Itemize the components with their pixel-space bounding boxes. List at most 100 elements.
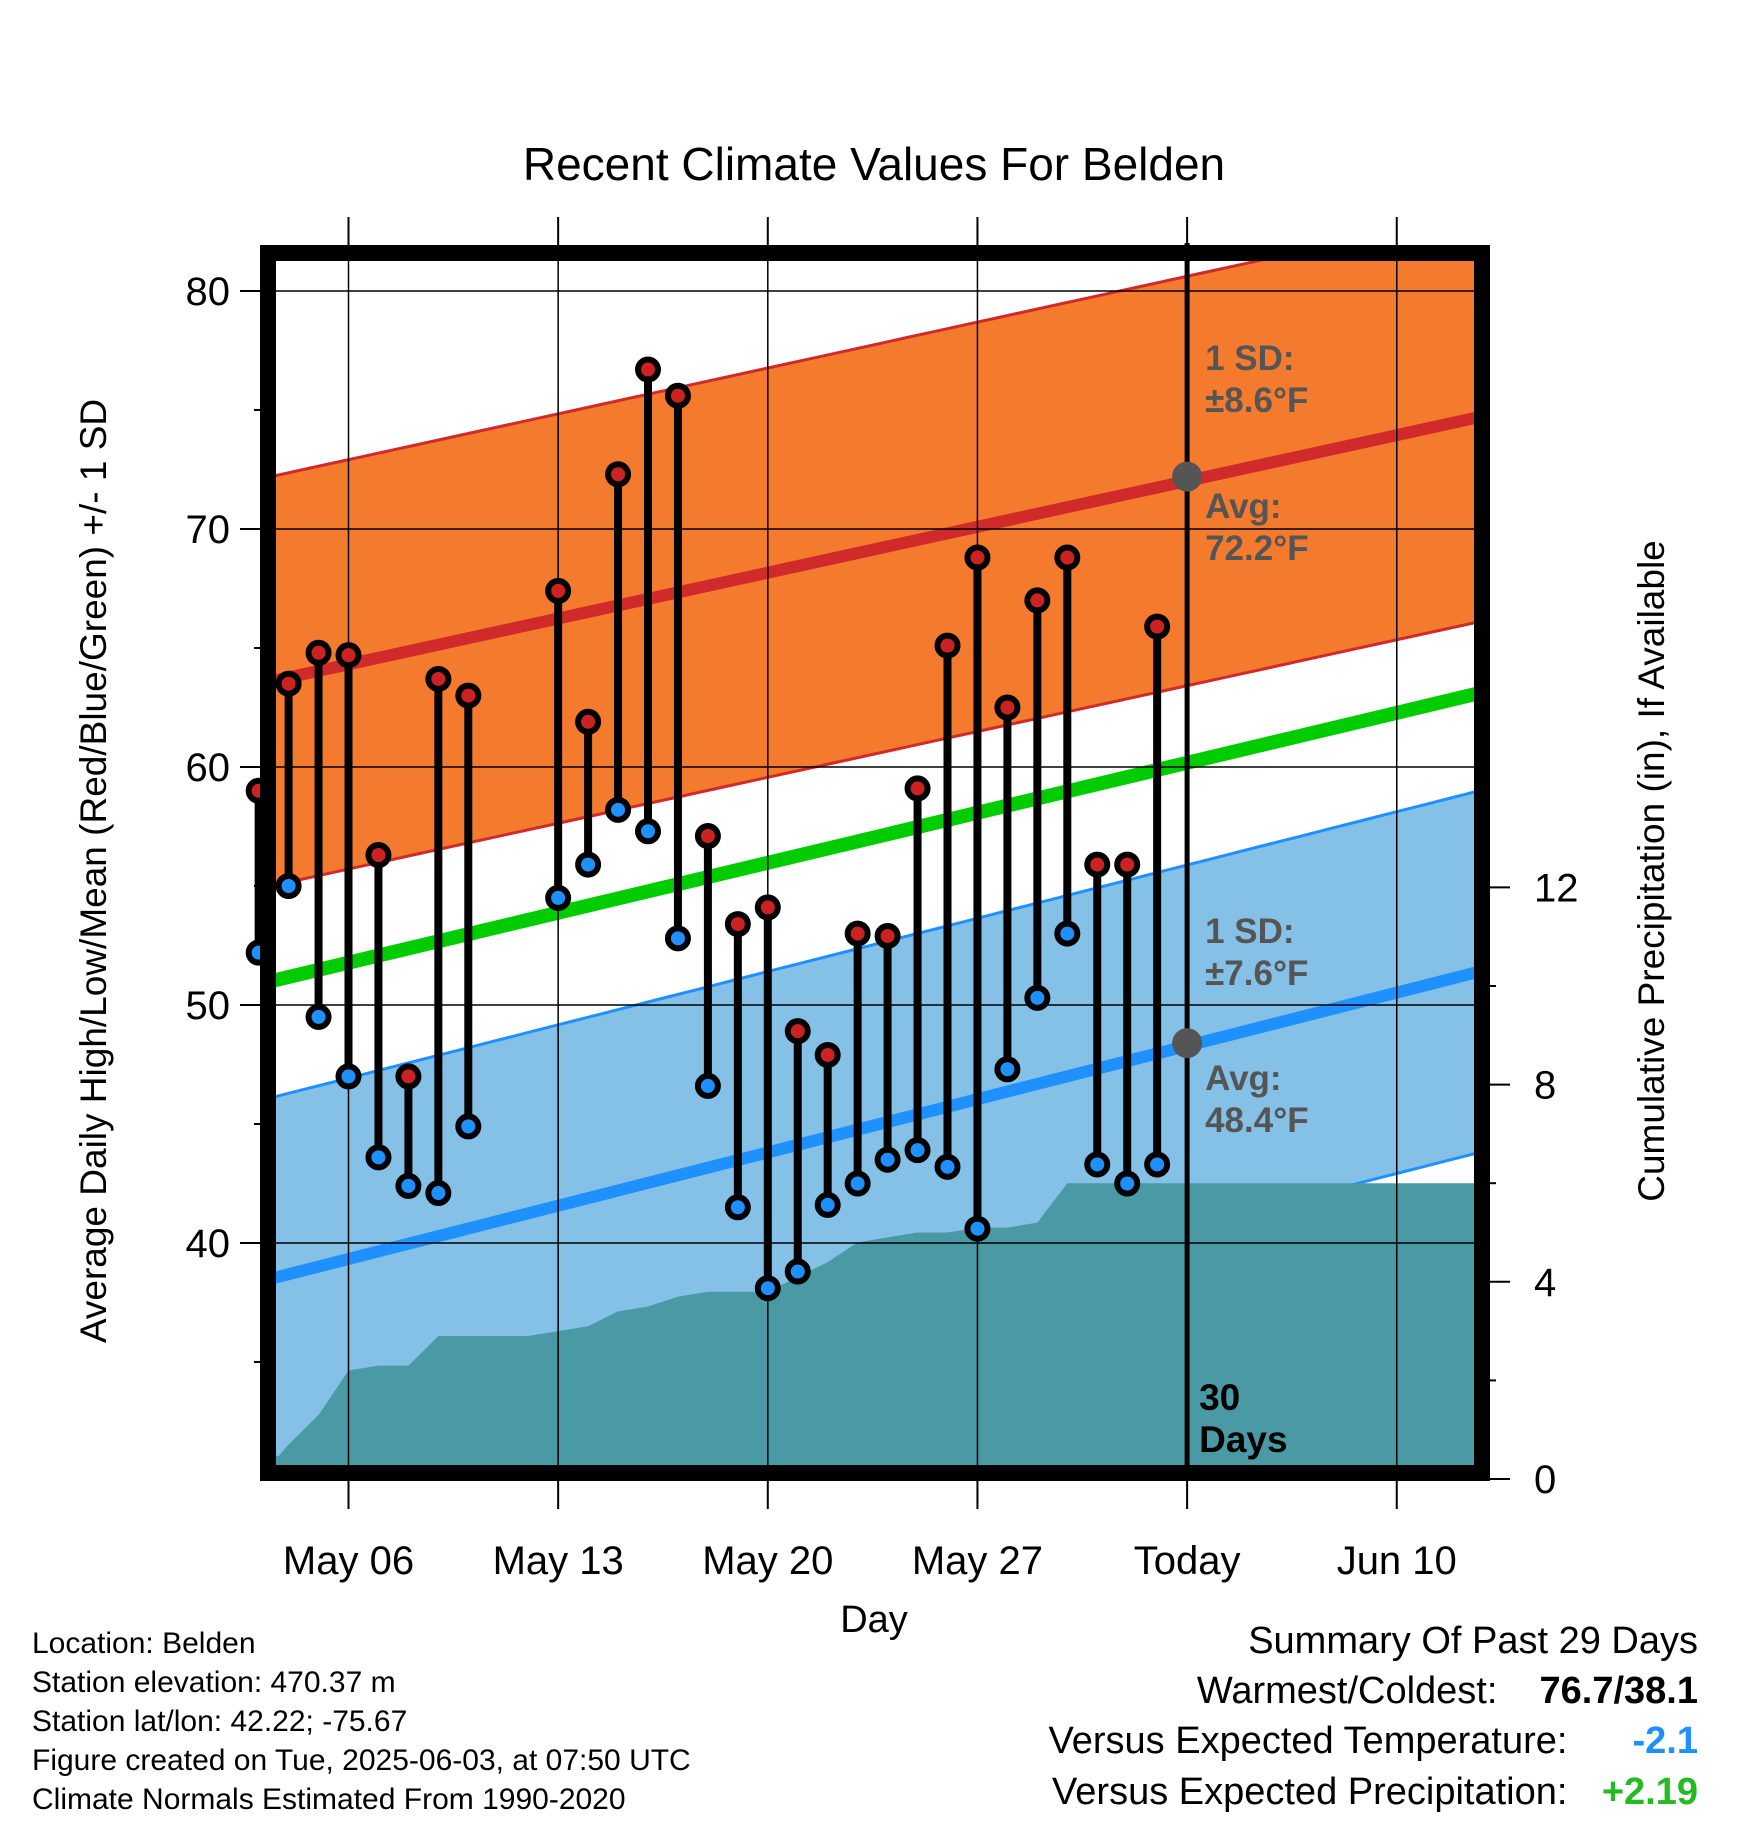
y2-tick-label: 12 — [1534, 866, 1579, 910]
daily-low-point — [545, 884, 572, 911]
daily-high-point — [964, 544, 991, 571]
low-avg-label: Avg: — [1205, 1059, 1281, 1098]
high-sd-value: ±8.6°F — [1205, 381, 1308, 420]
daily-low-point — [904, 1137, 931, 1164]
high-sd-label: 1 SD: — [1205, 339, 1294, 378]
x-tick-label: May 06 — [283, 1539, 414, 1583]
daily-high-point — [814, 1041, 841, 1068]
daily-low-point — [994, 1056, 1021, 1083]
y2-tick-label: 8 — [1534, 1064, 1556, 1108]
temp-label: Versus Expected Temperature: — [1048, 1720, 1568, 1762]
daily-high-point — [545, 577, 572, 604]
daily-low-point — [1024, 984, 1051, 1011]
plot-frame — [260, 245, 1490, 1481]
x-tick-label: May 20 — [702, 1539, 833, 1583]
y2-axis-label: Cumulative Precipitation (in), If Availa… — [1631, 540, 1672, 1202]
normal-mean-line — [271, 686, 1479, 989]
summary-title: Summary Of Past 29 Days — [1248, 1620, 1698, 1662]
daily-low-point — [335, 1063, 362, 1090]
footer-normals: Climate Normals Estimated From 1990-2020 — [32, 1783, 626, 1816]
y-tick-label: 70 — [186, 508, 231, 552]
daily-low-point — [934, 1153, 961, 1180]
summary-precip: Versus Expected Precipitation: +2.19 — [1052, 1771, 1698, 1814]
low-sd-band-upper-edge — [271, 789, 1479, 1100]
chart-title: Recent Climate Values For Belden — [523, 138, 1225, 190]
daily-high-point — [305, 639, 332, 666]
daily-low-point — [365, 1144, 392, 1171]
y2-tick-label: 0 — [1534, 1458, 1556, 1502]
daily-high-point — [994, 694, 1021, 721]
daily-high-point — [605, 461, 632, 488]
low-sd-label: 1 SD: — [1205, 912, 1294, 951]
x-axis-label: Day — [840, 1599, 908, 1641]
y-tick-label: 60 — [186, 746, 231, 790]
normal-low-line — [271, 965, 1479, 1285]
window-days-number: 30 — [1199, 1377, 1240, 1418]
daily-high-point — [275, 670, 302, 697]
daily-high-point — [694, 823, 721, 850]
daily-high-point — [874, 922, 901, 949]
x-tick-label: Jun 10 — [1337, 1539, 1457, 1583]
daily-low-point — [575, 851, 602, 878]
daily-high-point — [754, 894, 781, 921]
daily-high-point — [1024, 587, 1051, 614]
daily-low-point — [275, 873, 302, 899]
daily-low-point — [814, 1191, 841, 1218]
daily-high-point — [724, 911, 751, 938]
today-high-avg-marker — [1172, 461, 1203, 492]
cumulative-precip-area — [271, 1183, 1479, 1473]
daily-high-point — [455, 682, 482, 709]
warm-cold-label: Warmest/Coldest: — [1196, 1670, 1498, 1712]
y2-tick-label: 4 — [1534, 1261, 1556, 1305]
daily-low-point — [964, 1215, 991, 1242]
daily-high-point — [664, 382, 691, 409]
high-avg-value: 72.2°F — [1205, 529, 1309, 568]
high-avg-label: Avg: — [1205, 487, 1281, 526]
daily-high-point — [635, 356, 661, 383]
y-axis-label: Average Daily High/Low/Mean (Red/Blue/Gr… — [73, 399, 114, 1343]
footer-location: Location: Belden — [32, 1627, 256, 1660]
daily-high-point — [784, 1018, 811, 1045]
low-avg-value: 48.4°F — [1205, 1101, 1309, 1140]
daily-low-point — [664, 925, 691, 952]
daily-high-point — [1144, 613, 1171, 640]
daily-high-point — [365, 842, 392, 869]
today-low-avg-marker — [1172, 1028, 1203, 1059]
warm-cold-value: 76.7/38.1 — [1539, 1670, 1698, 1712]
daily-low-point — [844, 1170, 871, 1197]
daily-low-point — [635, 818, 661, 845]
daily-high-point — [1084, 851, 1111, 878]
daily-low-point — [1084, 1151, 1111, 1178]
daily-low-point — [1114, 1170, 1141, 1197]
daily-low-point — [694, 1072, 721, 1099]
daily-low-point — [724, 1194, 751, 1221]
normal-high-line — [271, 411, 1479, 688]
precip-value: +2.19 — [1601, 1771, 1698, 1813]
footer-created: Figure created on Tue, 2025-06-03, at 07… — [32, 1744, 691, 1777]
summary-temp: Versus Expected Temperature: -2.1 — [1049, 1720, 1698, 1763]
x-tick-label: May 27 — [912, 1539, 1043, 1583]
daily-high-point — [335, 642, 362, 669]
daily-high-point — [575, 708, 602, 735]
window-days-label: Days — [1199, 1419, 1287, 1460]
daily-low-point — [874, 1146, 901, 1173]
daily-low-point — [395, 1172, 422, 1199]
daily-high-point — [425, 665, 452, 692]
daily-high-point — [844, 920, 871, 947]
y-tick-label: 50 — [186, 984, 231, 1028]
daily-low-point — [455, 1113, 482, 1140]
daily-low-point — [605, 796, 632, 823]
daily-high-point — [1054, 544, 1081, 571]
daily-low-point — [784, 1258, 811, 1285]
daily-low-point — [1144, 1151, 1171, 1178]
summary-warm-cold: Warmest/Coldest: 76.7/38.1 — [1197, 1670, 1698, 1713]
precip-label: Versus Expected Precipitation: — [1052, 1771, 1568, 1813]
temp-value: -2.1 — [1632, 1720, 1698, 1762]
y-tick-label: 40 — [186, 1222, 231, 1266]
y-tick-label: 80 — [186, 270, 231, 314]
x-tick-label: Today — [1134, 1539, 1241, 1583]
footer-elevation: Station elevation: 470.37 m — [32, 1666, 396, 1699]
daily-high-point — [904, 775, 931, 802]
